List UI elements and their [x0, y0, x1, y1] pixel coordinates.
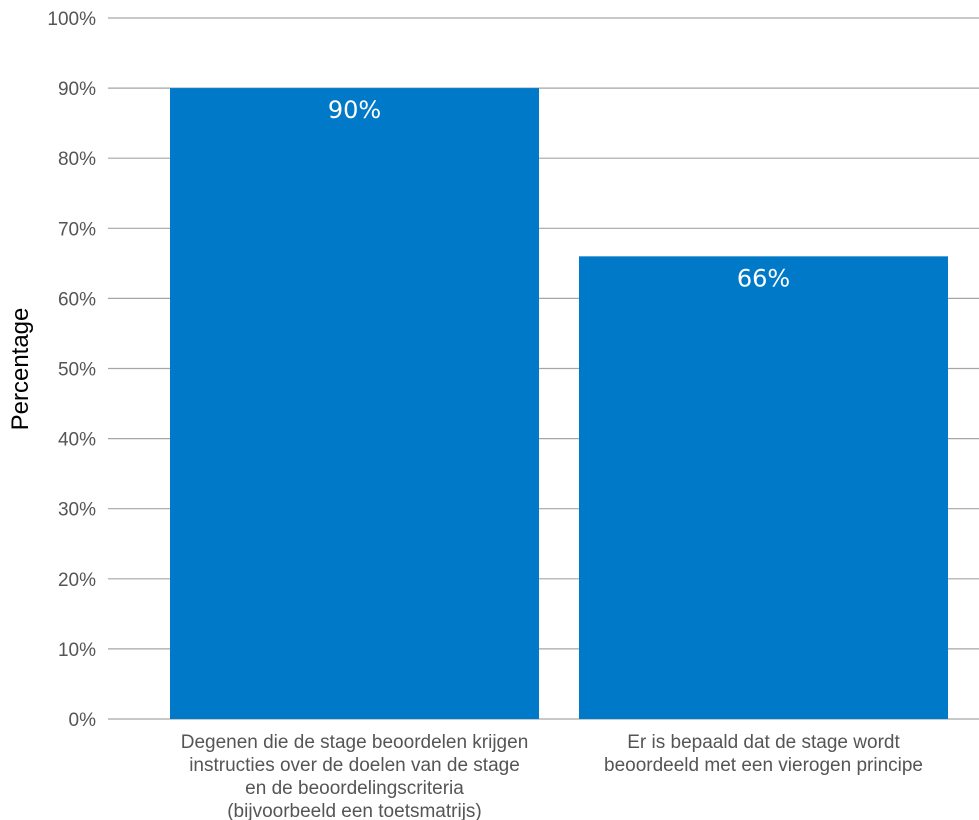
- bars: [170, 88, 948, 720]
- y-tick-label: 70%: [58, 219, 96, 240]
- y-tick-label: 100%: [47, 9, 96, 30]
- x-category-label: Er is bepaald dat de stage wordt beoordee…: [604, 732, 923, 776]
- y-axis-ticks: 0% 10% 20% 30% 40% 50% 60% 70% 80% 90% 100%: [47, 9, 96, 731]
- bar: [170, 88, 539, 720]
- x-category-label-line: Degenen die de stage beoordelen krijgen: [181, 732, 529, 753]
- bar-data-label: 90%: [328, 96, 381, 124]
- y-tick-label: 90%: [58, 79, 96, 100]
- y-tick-label: 0%: [69, 710, 97, 731]
- y-tick-label: 60%: [58, 289, 96, 310]
- x-category-label-line: instructies over de doelen van de stage: [189, 755, 520, 776]
- y-tick-label: 50%: [58, 360, 96, 381]
- y-tick-label: 30%: [58, 500, 96, 521]
- y-tick-label: 80%: [58, 149, 96, 170]
- bar-data-label: 66%: [737, 264, 790, 292]
- x-category-label-line: beoordeeld met een vierogen principe: [604, 755, 923, 776]
- x-category-label-line: (bijvoorbeeld een toetsmatrijs): [227, 801, 482, 820]
- x-axis-category-labels: Degenen die de stage beoordelen krijgen i…: [181, 732, 923, 820]
- y-tick-label: 40%: [58, 430, 96, 451]
- x-category-label-line: Er is bepaald dat de stage wordt: [627, 732, 900, 753]
- y-axis-title: Percentage: [7, 308, 34, 431]
- y-tick-label: 20%: [58, 570, 96, 591]
- data-labels: 90% 66%: [328, 96, 790, 292]
- x-category-label-line: en de beoordelingscriteria: [245, 778, 464, 799]
- x-category-label: Degenen die de stage beoordelen krijgen i…: [181, 732, 529, 820]
- bar: [579, 256, 948, 719]
- y-tick-label: 10%: [58, 640, 96, 661]
